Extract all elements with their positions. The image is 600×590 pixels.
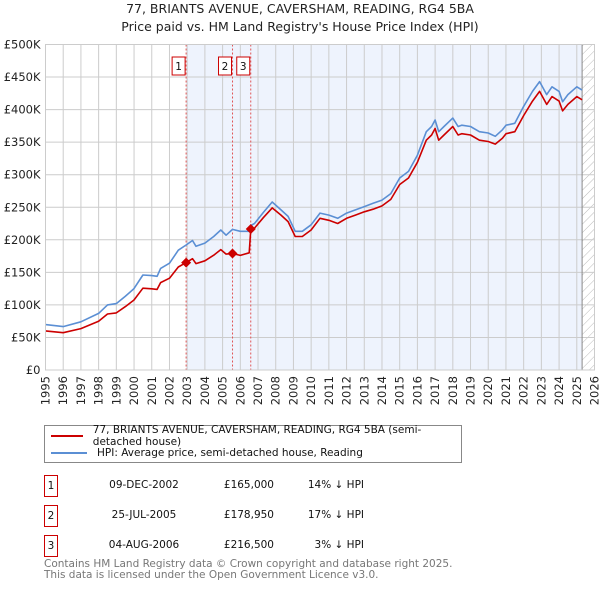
property-series-line — [45, 90, 583, 334]
y-tick-label: £350K — [4, 135, 41, 149]
x-tick-label: 2001 — [145, 376, 159, 405]
y-tick-label: £100K — [4, 298, 41, 312]
x-tick-label: 2014 — [375, 376, 389, 405]
legend: 77, BRIANTS AVENUE, CAVERSHAM, READING, … — [44, 424, 462, 463]
x-tick-label: 2024 — [552, 376, 566, 405]
x-tick-label: 2015 — [393, 376, 407, 405]
chart-title: 77, BRIANTS AVENUE, CAVERSHAM, READING, … — [126, 1, 474, 16]
x-tick-label: 2022 — [517, 376, 531, 405]
y-tick-label: £400K — [4, 103, 41, 117]
sale-label-box — [171, 56, 186, 76]
sale-price: £216,500 — [223, 539, 274, 551]
sale-number: 1 — [44, 475, 58, 497]
x-tick-label: 2004 — [198, 376, 212, 405]
x-tick-label: 1999 — [109, 376, 123, 405]
x-tick-label: 2002 — [162, 376, 176, 405]
sale-row: 1 09-DEC-2002 £165,000 14% ↓ HPI — [44, 475, 444, 497]
sale-label-box — [218, 56, 233, 76]
x-tick-label: 2003 — [180, 376, 194, 405]
chart-subtitle: Price paid vs. HM Land Registry's House … — [121, 19, 479, 34]
legend-label-property: 77, BRIANTS AVENUE, CAVERSHAM, READING, … — [92, 424, 422, 448]
x-tick-label: 2000 — [127, 376, 141, 405]
y-tick-label: £50K — [11, 330, 41, 344]
y-tick-label: £0 — [26, 363, 41, 377]
sale-hpi-diff: 17% ↓ HPI — [307, 509, 364, 521]
sale-row: 2 25-JUL-2005 £178,950 17% ↓ HPI — [44, 505, 444, 527]
x-tick-label: 2010 — [304, 376, 318, 405]
sale-label-box — [236, 56, 251, 76]
sale-point-marker — [181, 257, 192, 268]
x-tick-label: 2017 — [428, 376, 442, 405]
sale-label: 3 — [240, 61, 247, 73]
x-tick-label: 1996 — [56, 376, 70, 405]
sale-date: 04-AUG-2006 — [108, 539, 180, 551]
legend-label-hpi: HPI: Average price, semi-detached house,… — [97, 447, 363, 459]
sale-label: 2 — [222, 61, 229, 73]
legend-item-hpi: HPI: Average price, semi-detached house,… — [45, 445, 363, 461]
x-tick-label: 2012 — [340, 376, 354, 405]
sale-row: 3 04-AUG-2006 £216,500 3% ↓ HPI — [44, 535, 444, 557]
x-tick-label: 2007 — [251, 376, 265, 405]
x-tick-label: 2016 — [410, 376, 424, 405]
sale-date: 25-JUL-2005 — [111, 509, 177, 521]
x-tick-label: 2026 — [588, 376, 600, 405]
sale-number: 2 — [44, 505, 58, 527]
footer: Contains HM Land Registry data © Crown c… — [44, 559, 452, 581]
sale-point-marker — [245, 224, 256, 235]
y-tick-label: £200K — [4, 233, 41, 247]
x-tick-label: 2009 — [286, 376, 300, 405]
sale-hpi-diff: 14% ↓ HPI — [307, 479, 364, 491]
price-chart: 1995 1996 1997 1998 1999 2000 2001 2002 2003 2004… — [4, 38, 600, 406]
y-tick-label: £150K — [4, 265, 41, 279]
sale-point-marker — [227, 248, 238, 259]
x-tick-label: 2023 — [534, 376, 548, 405]
x-tick-label: 1998 — [92, 376, 106, 405]
x-tick-label: 2025 — [570, 376, 584, 405]
sale-label: 1 — [175, 61, 182, 73]
x-tick-label: 2005 — [216, 376, 230, 405]
x-tick-label: 2011 — [322, 376, 336, 405]
sale-hpi-diff: 3% ↓ HPI — [314, 539, 364, 551]
x-tick-label: 2008 — [269, 376, 283, 405]
hpi-series-line — [45, 80, 583, 328]
x-tick-label: 2018 — [446, 376, 460, 405]
legend-item-property: 77, BRIANTS AVENUE, CAVERSHAM, READING, … — [45, 424, 461, 448]
sale-price: £178,950 — [223, 509, 274, 521]
y-tick-label: £450K — [4, 70, 41, 84]
y-tick-label: £250K — [4, 200, 41, 214]
sale-price: £165,000 — [223, 479, 274, 491]
legend-red-line-icon — [51, 435, 83, 437]
sale-number: 3 — [44, 535, 58, 557]
footer-copyright: Contains HM Land Registry data © Crown c… — [44, 558, 453, 570]
sale-date: 09-DEC-2002 — [109, 479, 179, 491]
x-tick-label: 2021 — [499, 376, 513, 405]
y-tick-label: £500K — [4, 38, 41, 52]
footer-licence: This data is licensed under the Open Gov… — [44, 569, 379, 581]
x-tick-label: 1997 — [74, 376, 88, 405]
legend-blue-line-icon — [51, 452, 87, 454]
x-tick-label: 2019 — [464, 376, 478, 405]
plot-border — [45, 44, 595, 371]
y-tick-label: £300K — [4, 168, 41, 182]
x-tick-label: 2006 — [233, 376, 247, 405]
x-tick-label: 1995 — [39, 376, 53, 405]
x-tick-label: 2013 — [357, 376, 371, 405]
x-tick-label: 2020 — [481, 376, 495, 405]
